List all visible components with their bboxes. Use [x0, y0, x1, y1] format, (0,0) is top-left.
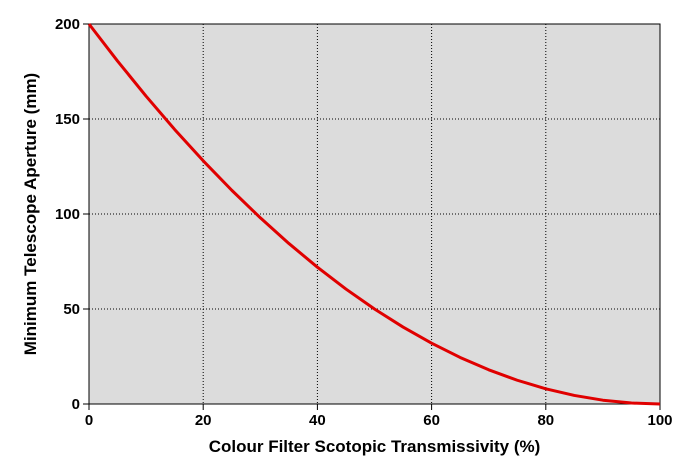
y-axis-title: Minimum Telescope Aperture (mm)	[21, 73, 40, 355]
x-tick-label: 0	[85, 412, 93, 429]
x-axis-title: Colour Filter Scotopic Transmissivity (%…	[209, 437, 541, 456]
y-tick-label: 200	[55, 16, 80, 33]
x-tick-label: 40	[309, 412, 326, 429]
y-tick-label: 100	[55, 206, 80, 223]
line-series	[87, 23, 661, 406]
y-tick-label: 0	[72, 396, 80, 413]
x-tick-label: 80	[537, 412, 554, 429]
x-tick-label: 100	[647, 412, 672, 429]
x-tick-label: 60	[423, 412, 440, 429]
y-tick-label: 50	[63, 301, 80, 318]
x-tick-label: 20	[195, 412, 212, 429]
y-tick-label: 150	[55, 111, 80, 128]
